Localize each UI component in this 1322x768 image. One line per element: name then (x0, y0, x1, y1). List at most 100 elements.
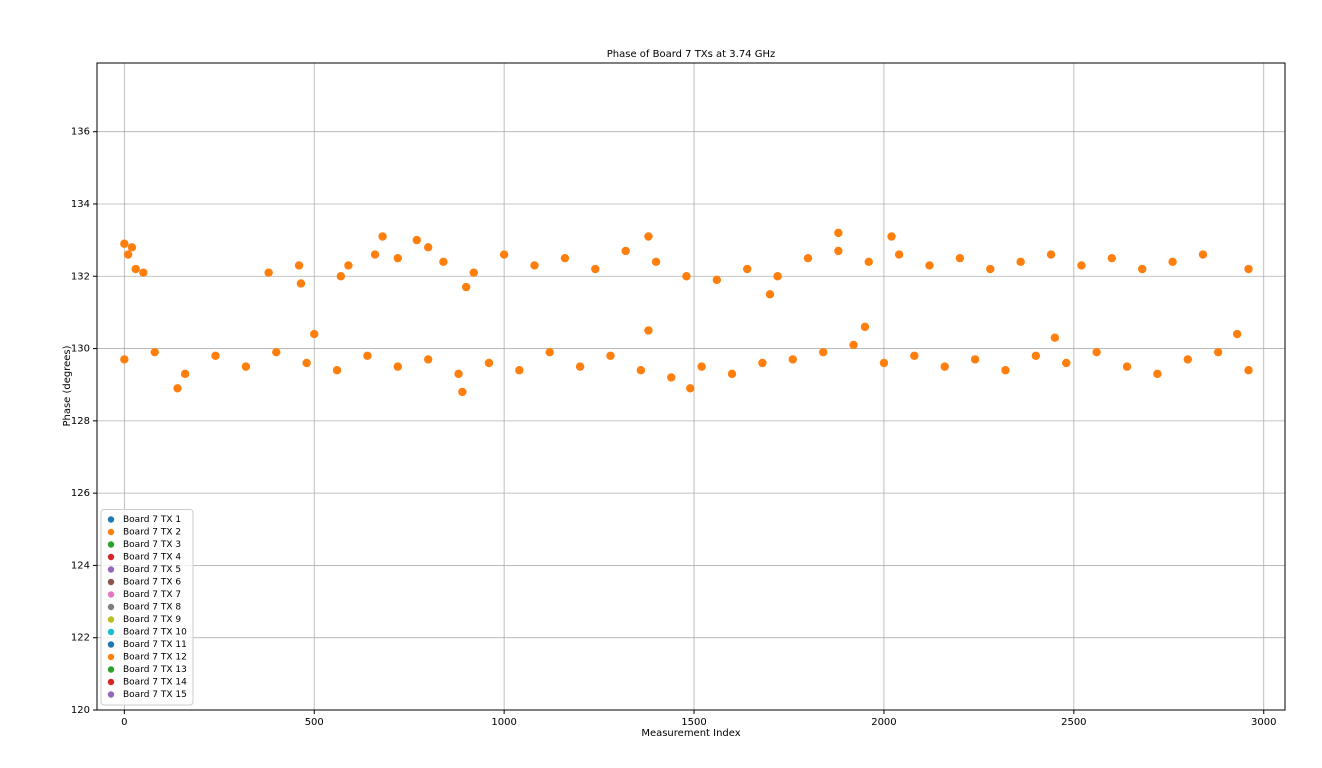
point (139, 268, 148, 277)
y-tick-label: 120 (71, 705, 90, 716)
legend-marker (107, 541, 115, 548)
point (423, 243, 433, 252)
point (461, 282, 471, 292)
legend-label: Board 7 TX 5 (123, 565, 181, 575)
legend-marker (107, 591, 115, 598)
point (849, 340, 858, 350)
legend-label: Board 7 TX 11 (123, 640, 187, 650)
point (773, 272, 782, 281)
point (986, 264, 995, 274)
x-tick-label: 2000 (871, 717, 896, 728)
point (697, 362, 706, 371)
point (1062, 358, 1071, 368)
point (454, 369, 463, 379)
point (651, 257, 661, 266)
point (370, 250, 380, 259)
point (575, 362, 585, 371)
point (1016, 257, 1025, 266)
point (378, 232, 387, 241)
legend-marker (107, 553, 115, 561)
point (864, 257, 873, 266)
point (296, 279, 306, 288)
x-tick-label: 2500 (1061, 717, 1086, 728)
y-tick-label: 132 (71, 271, 90, 282)
legend-marker (107, 566, 115, 573)
point (1001, 366, 1010, 375)
point (894, 250, 904, 259)
point (1213, 347, 1223, 357)
point (272, 347, 281, 357)
legend-marker (107, 578, 115, 586)
point (363, 351, 372, 360)
point (310, 329, 319, 339)
y-tick-label: 136 (71, 127, 90, 138)
point (636, 366, 646, 375)
point (1031, 351, 1041, 360)
legend-box (100, 509, 194, 706)
point (294, 261, 304, 270)
point (123, 250, 133, 259)
y-tick-label: 126 (71, 488, 90, 499)
point (1244, 366, 1253, 375)
point (120, 355, 129, 364)
point (393, 362, 402, 371)
legend-marker (107, 666, 115, 673)
legend-label: Board 7 TX 1 (123, 515, 181, 525)
point (180, 369, 190, 379)
point (686, 384, 695, 393)
point (743, 264, 752, 274)
point (515, 366, 524, 375)
legend-marker (107, 641, 115, 648)
point (1168, 257, 1177, 266)
point (1077, 261, 1086, 270)
point (264, 268, 273, 277)
legend-marker (107, 603, 115, 611)
point (1107, 253, 1117, 263)
point (423, 355, 433, 364)
point (667, 373, 676, 382)
point (393, 253, 402, 263)
legend-marker (107, 691, 115, 698)
y-tick-label: 130 (71, 344, 90, 355)
point (644, 326, 653, 335)
point (955, 253, 965, 263)
legend-label: Board 7 TX 7 (123, 590, 181, 600)
y-tick-label: 122 (71, 633, 90, 644)
point (1137, 264, 1147, 274)
plot-frame (96, 62, 1286, 711)
legend-label: Board 7 TX 13 (123, 665, 187, 675)
point (818, 347, 828, 357)
point (758, 358, 767, 368)
point (1232, 329, 1242, 339)
point (879, 358, 889, 368)
point (1092, 347, 1101, 357)
point (606, 351, 615, 360)
point (1198, 250, 1208, 259)
x-tick-label: 3000 (1251, 717, 1276, 728)
point (682, 272, 691, 281)
legend-marker (107, 678, 115, 686)
point (712, 275, 722, 285)
x-tick-label: 0 (121, 717, 127, 728)
y-tick-label: 124 (71, 560, 90, 571)
legend-marker (107, 628, 115, 636)
point (499, 250, 509, 259)
chart-title: Phase of Board 7 TXs at 3.74 GHz (607, 49, 776, 60)
point (131, 264, 140, 274)
point (545, 347, 554, 357)
point (970, 355, 980, 364)
point (1046, 250, 1056, 259)
x-axis-label: Measurement Index (641, 728, 740, 739)
point (1153, 369, 1162, 379)
legend-marker (107, 653, 115, 661)
plot-area (120, 228, 1253, 397)
legend-label: Board 7 TX 10 (123, 628, 187, 638)
point (727, 369, 737, 379)
legend-label: Board 7 TX 14 (123, 678, 187, 688)
point (530, 261, 539, 270)
point (644, 232, 653, 241)
point (803, 253, 813, 263)
y-tick-label: 128 (71, 416, 90, 427)
